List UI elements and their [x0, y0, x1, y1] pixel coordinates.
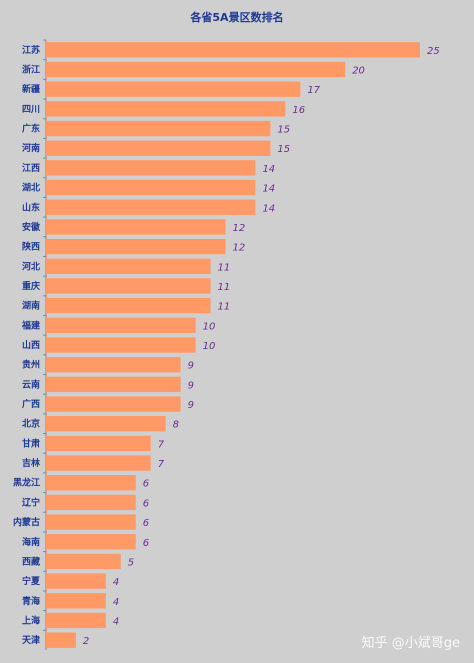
category-label: 湖北 [22, 182, 40, 194]
value-label: 6 [143, 498, 149, 509]
category-label: 安徽 [22, 221, 41, 233]
value-label: 15 [277, 125, 290, 136]
value-label: 14 [262, 184, 275, 195]
category-label: 江苏 [22, 44, 40, 56]
category-label: 甘肃 [22, 437, 40, 449]
bar-青海 [46, 593, 106, 609]
category-label: 江西 [22, 162, 40, 174]
bar-海南 [46, 534, 136, 550]
value-label: 14 [262, 164, 275, 175]
bar-四川 [46, 101, 286, 117]
bar-江苏 [46, 42, 420, 58]
bar-贵州 [46, 357, 181, 373]
category-label: 上海 [22, 614, 40, 626]
value-label: 6 [143, 518, 149, 529]
category-label: 陕西 [22, 241, 40, 253]
bar-河北 [46, 258, 211, 274]
bar-内蒙古 [46, 514, 136, 530]
category-label: 贵州 [22, 359, 40, 371]
category-label: 青海 [22, 595, 40, 607]
category-label: 新疆 [22, 83, 40, 95]
category-label: 辽宁 [22, 496, 40, 508]
bar-广东 [46, 120, 271, 137]
value-label: 11 [218, 262, 231, 273]
value-label: 7 [158, 459, 165, 470]
bar-新疆 [46, 81, 301, 97]
bar-河南 [46, 140, 271, 156]
bar-宁夏 [46, 573, 106, 589]
value-label: 4 [113, 577, 119, 588]
value-label: 9 [188, 361, 194, 372]
bar-上海 [46, 612, 106, 629]
bar-江西 [46, 160, 256, 176]
category-label: 广东 [22, 123, 40, 135]
value-label: 11 [218, 282, 231, 293]
bar-北京 [46, 416, 166, 432]
category-label: 浙江 [22, 64, 40, 76]
chart-title: 各省5A景区数排名 [190, 11, 284, 24]
category-label: 重庆 [22, 280, 40, 292]
category-label: 宁夏 [22, 575, 41, 587]
watermark: 知乎 @小斌哥ge [361, 636, 460, 651]
category-label: 西藏 [22, 555, 40, 567]
category-label: 福建 [21, 319, 41, 331]
category-label: 吉林 [22, 457, 41, 469]
bar-福建 [46, 317, 196, 333]
bar-陕西 [46, 238, 226, 255]
bar-安徽 [46, 219, 226, 235]
value-label: 20 [352, 66, 365, 77]
value-label: 6 [143, 538, 149, 549]
value-label: 11 [218, 302, 231, 313]
value-label: 10 [203, 321, 216, 332]
bar-重庆 [46, 278, 211, 294]
bar-浙江 [46, 61, 346, 78]
category-label: 广西 [22, 398, 40, 410]
bar-甘肃 [46, 435, 151, 452]
value-label: 7 [158, 439, 165, 450]
value-label: 16 [292, 105, 305, 116]
category-label: 北京 [22, 418, 40, 430]
value-label: 14 [262, 203, 275, 214]
category-label: 河南 [22, 142, 40, 154]
bar-云南 [46, 376, 181, 393]
category-label: 天津 [22, 634, 40, 646]
bar-吉林 [46, 455, 151, 471]
bar-西藏 [46, 553, 121, 570]
bar-黑龙江 [46, 475, 136, 491]
category-label: 山东 [22, 201, 40, 213]
bar-湖南 [46, 297, 211, 314]
bar-山东 [46, 199, 256, 215]
bar-湖北 [46, 179, 256, 196]
category-label: 湖南 [22, 300, 40, 312]
category-label: 四川 [22, 104, 40, 115]
value-label: 15 [277, 144, 290, 155]
value-label: 6 [143, 479, 149, 490]
category-label: 海南 [22, 536, 40, 548]
value-label: 12 [233, 243, 246, 254]
value-label: 9 [188, 380, 194, 391]
value-label: 4 [113, 597, 119, 608]
value-label: 17 [307, 85, 320, 96]
bar-广西 [46, 396, 181, 412]
category-label: 内蒙古 [13, 516, 40, 528]
category-label: 黑龙江 [13, 477, 40, 489]
value-label: 4 [113, 616, 119, 627]
category-label: 山西 [22, 339, 40, 351]
category-label: 云南 [22, 378, 40, 390]
bar-辽宁 [46, 494, 136, 511]
value-label: 2 [83, 636, 89, 647]
category-label: 河北 [22, 260, 40, 272]
value-label: 5 [128, 557, 134, 568]
value-label: 25 [427, 46, 440, 57]
value-label: 8 [173, 420, 179, 431]
bar-天津 [46, 632, 76, 648]
value-label: 12 [233, 223, 246, 234]
value-label: 10 [203, 341, 216, 352]
value-label: 9 [188, 400, 194, 411]
bar-山西 [46, 337, 196, 353]
